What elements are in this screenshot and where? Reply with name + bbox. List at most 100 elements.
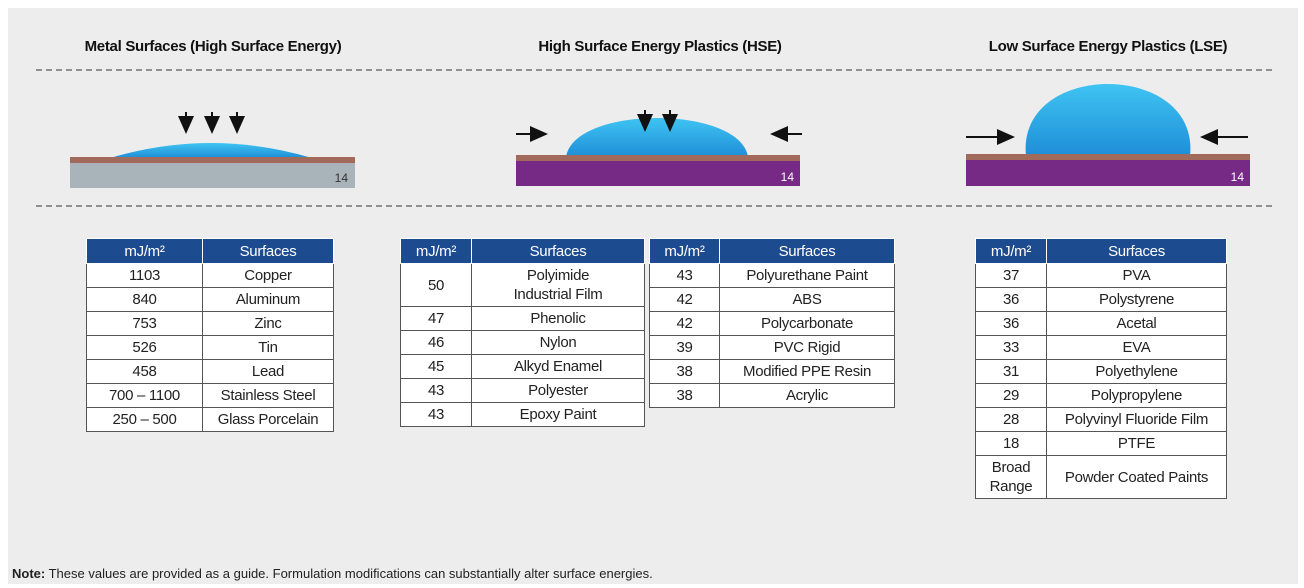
surface-table: mJ/m² Surfaces 37 PVA 36 Polystyrene 36 Acetal 3… [975,238,1227,499]
energy-cell: 45 [400,354,472,379]
row: 43 Epoxy Paint [400,402,645,427]
energy-value: 43 [676,267,693,284]
energy-cell: 840 [86,287,203,312]
surface-cell: Acetal [1046,311,1227,336]
energy-cell: 36 [975,287,1047,312]
energy-value: 42 [676,291,693,308]
energy-value: 753 [132,315,157,332]
header-row: mJ/m² Surfaces [975,238,1227,264]
row: 29 Polypropylene [975,383,1227,408]
surface-cell: Polystyrene [1046,287,1227,312]
surface-name: Alkyd Enamel [513,358,603,375]
surface-cell: EVA [1046,335,1227,360]
surface-name: Nylon [539,334,577,351]
surface-cell: Copper [202,263,334,288]
surface-name: Acrylic [785,387,829,404]
section-title: Metal Surfaces (High Surface Energy) [84,38,342,55]
surface-cell: Zinc [202,311,334,336]
row: 46 Nylon [400,330,645,355]
row: 43 Polyester [400,378,645,403]
row: Broad Range Powder Coated Paints [975,455,1227,499]
surface-name: Modified PPE Resin [743,363,871,380]
header-row: mJ/m² Surfaces [86,238,334,264]
header-cell: mJ/m² [975,238,1047,264]
energy-value: Broad Range [989,459,1033,495]
energy-cell: 31 [975,359,1047,384]
surface-name: Polyvinyl Fluoride Film [1064,411,1209,428]
row: 45 Alkyd Enamel [400,354,645,379]
surface-cell: Modified PPE Resin [719,359,895,384]
row: 840 Aluminum [86,287,334,312]
energy-value: 39 [676,339,693,356]
surface-cell: Polypropylene [1046,383,1227,408]
surface-name: Polyimide Industrial Film [513,267,603,303]
surface-name: EVA [1122,339,1151,356]
row: 38 Modified PPE Resin [649,359,895,384]
header-row: mJ/m² Surfaces [649,238,895,264]
energy-value: 458 [132,363,157,380]
header-cell: Surfaces [471,238,645,264]
surface-table: mJ/m² Surfaces 1103 Copper 840 Aluminum 753 Zin… [86,238,334,432]
energy-value: 33 [1002,339,1020,356]
row: 47 Phenolic [400,306,645,331]
metal-diagram: 14 [70,112,355,188]
energy-cell: 47 [400,306,472,331]
surface-cell: Polycarbonate [719,311,895,336]
surface-name: ABS [792,291,822,308]
energy-cell: 37 [975,263,1047,288]
row: 1103 Copper [86,263,334,288]
row: 38 Acrylic [649,383,895,408]
row: 36 Polystyrene [975,287,1227,312]
surface-name: Polystyrene [1098,291,1175,308]
surface-cell: Polyvinyl Fluoride Film [1046,407,1227,432]
energy-value: 42 [676,315,693,332]
energy-cell: 458 [86,359,203,384]
energy-value: 50 [427,276,445,294]
energy-cell: 43 [400,378,472,403]
surface-cell: PVC Rigid [719,335,895,360]
energy-cell: 33 [975,335,1047,360]
energy-cell: 46 [400,330,472,355]
row: 31 Polyethylene [975,359,1227,384]
energy-cell: 43 [649,263,720,288]
surface-name: Polyurethane Paint [746,267,868,284]
header-cell: Surfaces [719,238,895,264]
surface-name: Zinc [254,315,282,332]
energy-value: 37 [1002,267,1020,284]
energy-value: 36 [1002,291,1020,308]
header-cell: mJ/m² [400,238,472,264]
row: 33 EVA [975,335,1227,360]
surface-name: Aluminum [235,291,301,308]
surface-table: mJ/m² Surfaces 43 Polyurethane Paint 42 ABS 42… [649,238,895,408]
energy-cell: 38 [649,359,720,384]
hse-diagram: 14 [516,110,802,186]
surface-cell: Phenolic [471,306,645,331]
energy-cell: 29 [975,383,1047,408]
energy-value: 526 [132,339,157,356]
surface-name: Polyethylene [1095,363,1178,380]
energy-value: 43 [427,406,445,423]
energy-cell: 526 [86,335,203,360]
header-cell: mJ/m² [649,238,720,264]
energy-cell: 1103 [86,263,203,288]
surface-cell: Aluminum [202,287,334,312]
surface-name: Polypropylene [1090,387,1183,404]
surface-cell: Stainless Steel [202,383,334,408]
surface-name: Phenolic [530,310,586,327]
energy-value: 28 [1002,411,1020,428]
energy-value: 700 – 1100 [109,387,180,404]
section-title: Low Surface Energy Plastics (LSE) [988,38,1228,55]
header-cell: Surfaces [202,238,334,264]
energy-value: 38 [676,387,693,404]
header-cell: Surfaces [1046,238,1227,264]
energy-value: 43 [427,382,445,399]
surface-name: Polyester [528,382,588,399]
energy-value: 45 [427,358,445,375]
surface-name: Tin [258,339,278,356]
energy-cell: Broad Range [975,455,1047,499]
surface-cell: Lead [202,359,334,384]
row: 753 Zinc [86,311,334,336]
surface-cell: Glass Porcelain [202,407,334,432]
